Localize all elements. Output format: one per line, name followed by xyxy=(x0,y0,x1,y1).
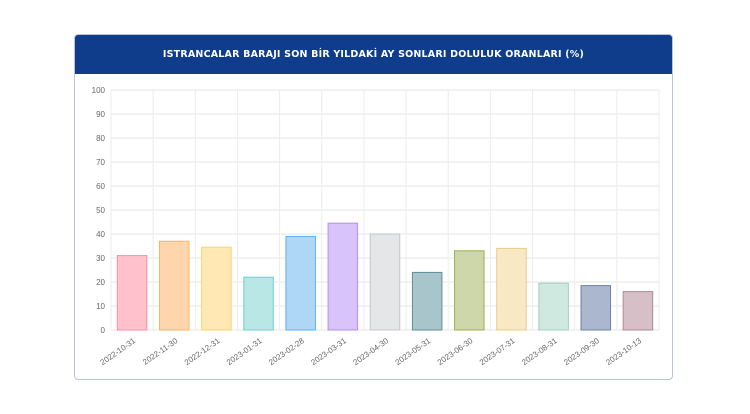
x-tick-label: 2023-10-13 xyxy=(604,336,643,367)
x-tick-label: 2023-02-28 xyxy=(267,336,306,367)
x-tick-label: 2023-06-30 xyxy=(436,336,475,367)
y-tick-label: 100 xyxy=(92,86,106,95)
x-tick-label: 2023-05-31 xyxy=(394,336,433,367)
x-tick-label: 2022-11-30 xyxy=(141,336,180,367)
bar-2023-02-28[interactable] xyxy=(285,235,316,331)
y-tick-label: 70 xyxy=(96,158,105,167)
y-tick-label: 60 xyxy=(96,182,105,191)
x-tick-label: 2023-04-30 xyxy=(351,336,390,367)
y-tick-label: 20 xyxy=(96,278,105,287)
bar-2023-03-31[interactable] xyxy=(327,222,359,331)
y-tick-label: 80 xyxy=(96,134,105,143)
bar-2023-04-30[interactable] xyxy=(369,233,401,331)
y-tick-label: 30 xyxy=(96,254,105,263)
bar-2022-10-31[interactable] xyxy=(116,255,148,331)
y-tick-label: 90 xyxy=(96,110,105,119)
chart-title: ISTRANCALAR BARAJI SON BİR YILDAKİ AY SO… xyxy=(75,35,672,74)
bar-2023-01-31[interactable] xyxy=(243,276,274,331)
x-tick-label: 2023-08-31 xyxy=(520,336,559,367)
y-tick-label: 40 xyxy=(96,230,105,239)
x-tick-label: 2022-10-31 xyxy=(99,336,138,367)
x-tick-label: 2023-03-31 xyxy=(309,336,348,367)
x-tick-label: 2023-09-30 xyxy=(562,336,601,367)
bar-2022-12-31[interactable] xyxy=(201,246,232,331)
bar-2023-07-31[interactable] xyxy=(496,247,527,331)
bar-2022-11-30[interactable] xyxy=(158,240,190,331)
bar-2023-10-13[interactable] xyxy=(622,291,654,331)
x-tick-label: 2022-12-31 xyxy=(183,336,222,367)
x-tick-label: 2023-01-31 xyxy=(225,336,264,367)
y-tick-label: 0 xyxy=(101,326,106,335)
y-tick-label: 50 xyxy=(96,206,105,215)
bar-chart: 0 10 20 30 40 50 60 70 80 90 100 2022-10-31 2022-11-… xyxy=(92,86,660,367)
x-tick-label: 2023-07-31 xyxy=(478,336,517,367)
bar-2023-05-31[interactable] xyxy=(411,271,443,331)
bar-2023-08-31[interactable] xyxy=(538,282,569,331)
bar-2023-06-30[interactable] xyxy=(454,250,485,331)
chart-card: ISTRANCALAR BARAJI SON BİR YILDAKİ AY SO… xyxy=(74,34,673,380)
bar-2023-09-30[interactable] xyxy=(580,285,612,331)
y-tick-label: 10 xyxy=(96,302,105,311)
